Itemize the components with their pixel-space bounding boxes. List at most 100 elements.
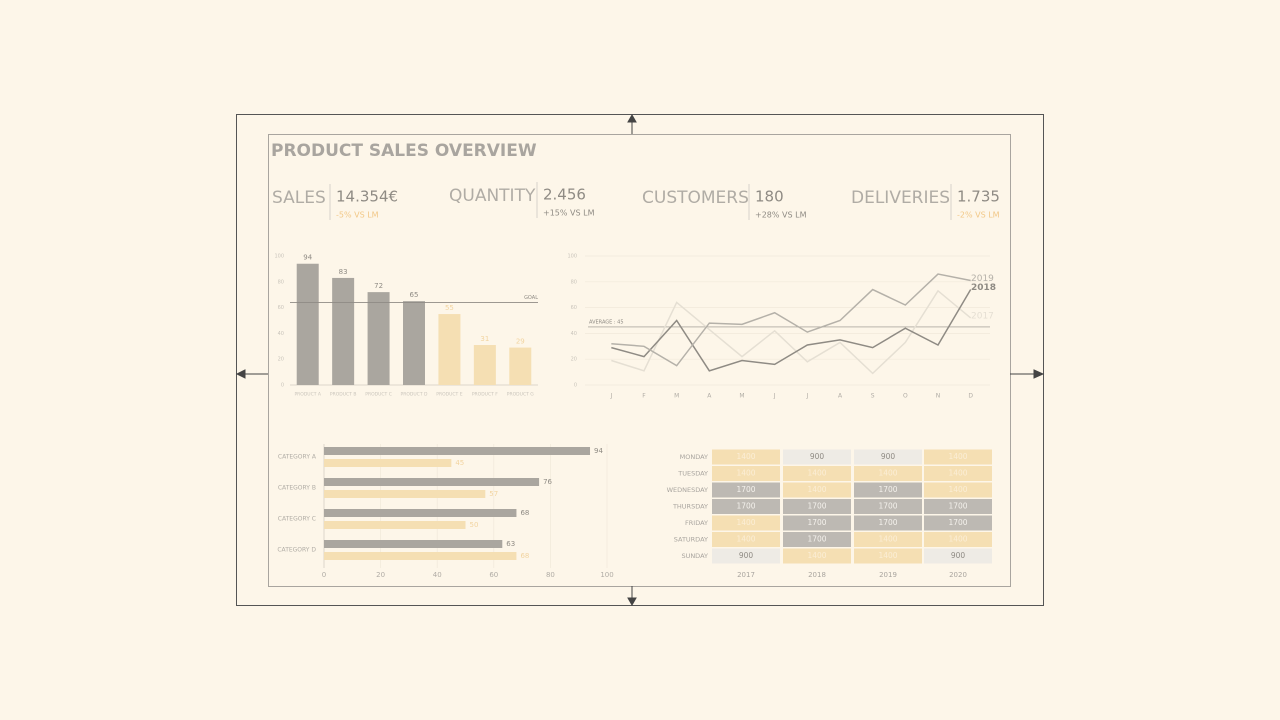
heatmap-cell (783, 466, 851, 481)
cell-value: 1400 (736, 535, 755, 544)
cell-value: 1700 (948, 518, 967, 527)
cell-value: 1700 (878, 485, 897, 494)
bar-value-label: 83 (339, 268, 348, 276)
kpi-label: CUSTOMERS (642, 188, 749, 208)
heatmap-cell (712, 499, 780, 514)
bar (332, 277, 355, 385)
series-label: 2019 (971, 274, 994, 284)
kpi-value: 2.456 (543, 186, 586, 204)
x-tick-label: 80 (546, 571, 555, 579)
x-tick-label: J (609, 393, 612, 400)
column-label: 2019 (879, 571, 897, 579)
cell-value: 1400 (736, 452, 755, 461)
kpi-delta: -2% VS LM (957, 211, 1000, 220)
heatmap-cell (712, 548, 780, 564)
heatmap-cell (783, 532, 851, 547)
heatmap-cell (924, 548, 992, 564)
kpi-value: 14.354€ (336, 188, 398, 206)
heatmap-cell (924, 499, 992, 514)
bar (324, 490, 486, 498)
heatmap-cell (712, 532, 780, 547)
cell-value: 1700 (878, 518, 897, 527)
cell-value: 1400 (807, 485, 826, 494)
row-label: TUESDAY (677, 470, 708, 478)
line-series (611, 289, 972, 375)
y-tick-label: 20 (278, 357, 284, 363)
x-tick-label: M (739, 393, 744, 400)
y-tick-label: 0 (574, 383, 577, 389)
line-series (611, 289, 972, 372)
x-tick-label: D (968, 393, 973, 400)
x-tick-label: 40 (433, 571, 442, 579)
cell-value: 1400 (807, 551, 826, 560)
heatmap-cell (712, 466, 780, 481)
cell-value: 1700 (807, 502, 826, 511)
bar-value-label: 94 (303, 254, 312, 262)
kpi-value: 180 (755, 188, 784, 206)
bar (324, 459, 452, 467)
kpi-delta: +15% VS LM (543, 209, 595, 218)
kpi-label: DELIVERIES (851, 188, 950, 208)
cell-value: 1400 (948, 469, 967, 478)
row-label: THURSDAY (672, 503, 708, 511)
y-tick-label: 60 (571, 305, 577, 311)
x-tick-label: N (936, 393, 941, 400)
bar-value-label: 76 (543, 478, 552, 486)
row-label: WEDNESDAY (667, 486, 708, 494)
goal-label: GOAL (524, 295, 538, 301)
cell-value: 900 (951, 551, 966, 560)
x-tick-label: J (773, 393, 776, 400)
x-tick-label: 100 (600, 571, 613, 579)
heatmap-cell (854, 532, 922, 547)
cell-value: 1400 (736, 469, 755, 478)
x-tick-label: A (707, 393, 712, 400)
cell-value: 1700 (807, 518, 826, 527)
bar-value-label: 50 (470, 521, 479, 529)
heatmap-cell (854, 515, 922, 531)
y-tick-label: 80 (278, 279, 284, 285)
dashboard-title: PRODUCT SALES OVERVIEW (271, 141, 537, 161)
heatmap-cell (854, 548, 922, 564)
bar (509, 347, 532, 385)
resize-arrows (235, 113, 1045, 607)
cell-value: 1400 (807, 469, 826, 478)
heatmap-cell (712, 449, 780, 465)
bar (473, 345, 496, 385)
x-tick-label: 0 (322, 571, 326, 579)
x-tick-label: F (642, 393, 646, 400)
cell-value: 1700 (807, 535, 826, 544)
bar (296, 263, 319, 385)
x-tick-label: PRODUCT G (507, 392, 534, 398)
bar-value-label: 29 (516, 338, 525, 346)
heatmap-cell (712, 482, 780, 498)
y-tick-label: 60 (278, 305, 284, 311)
x-tick-label: PRODUCT D (401, 392, 428, 398)
cell-value: 1400 (736, 518, 755, 527)
heatmap-cell (924, 449, 992, 465)
bar-value-label: 72 (374, 282, 383, 290)
bar (324, 552, 517, 560)
bar-value-label: 45 (455, 459, 464, 467)
bar (324, 447, 591, 455)
x-tick-label: PRODUCT A (294, 392, 321, 398)
row-label: FRIDAY (685, 519, 708, 527)
x-tick-label: PRODUCT E (436, 392, 462, 398)
cell-value: 1400 (878, 535, 897, 544)
x-tick-label: PRODUCT F (472, 392, 498, 398)
bar (324, 521, 466, 529)
heatmap-cell (783, 449, 851, 465)
x-tick-label: 60 (489, 571, 498, 579)
y-tick-label: CATEGORY A (278, 454, 317, 461)
heatmap-cell (854, 466, 922, 481)
bar (367, 292, 390, 385)
x-tick-label: S (871, 393, 875, 400)
kpi-label: QUANTITY (449, 186, 536, 206)
cell-value: 900 (739, 551, 754, 560)
x-tick-label: PRODUCT C (365, 392, 392, 398)
cell-value: 900 (810, 452, 825, 461)
row-label: MONDAY (680, 453, 708, 461)
kpi-delta: +28% VS LM (755, 211, 807, 220)
column-label: 2017 (737, 571, 755, 579)
